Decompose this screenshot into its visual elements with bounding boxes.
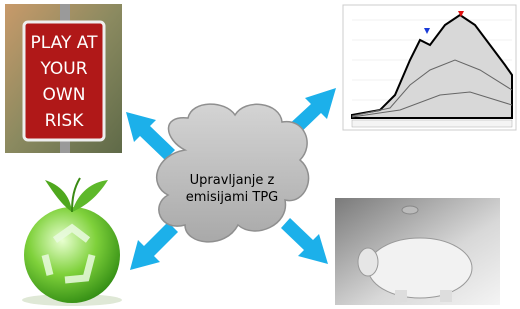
arrow — [126, 112, 175, 160]
recycle-globe — [22, 178, 122, 306]
diagram: PLAY AT YOUR OWN RISK — [0, 0, 520, 309]
arrow — [281, 218, 328, 264]
center-label: emisijami TPG — [186, 190, 279, 205]
sign-text: RISK — [45, 111, 85, 131]
chart-image — [343, 5, 516, 130]
sign-text: PLAY AT — [31, 33, 99, 53]
cloud: Upravljanje z emisijami TPG — [157, 104, 309, 242]
sign-text: OWN — [43, 85, 86, 105]
sign-photo: PLAY AT YOUR OWN RISK — [5, 4, 122, 153]
center-label: Upravljanje z — [190, 173, 275, 188]
piggy-bank-photo — [335, 198, 500, 305]
arrow — [130, 222, 178, 270]
sign-text: YOUR — [39, 59, 87, 79]
